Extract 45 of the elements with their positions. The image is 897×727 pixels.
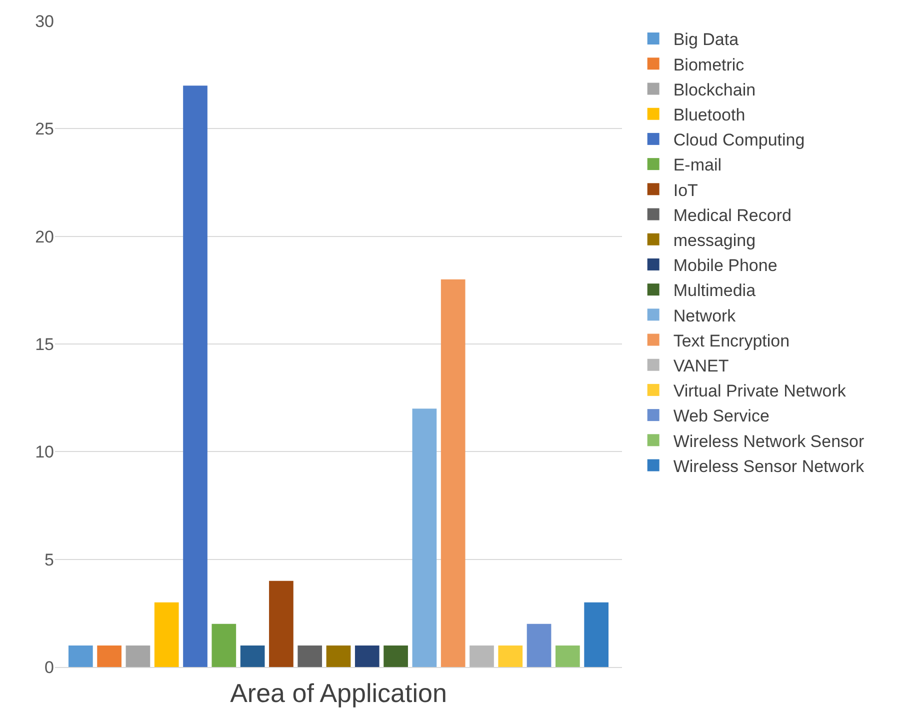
bar (584, 602, 609, 667)
bar (498, 645, 523, 667)
legend-label: Medical Record (673, 206, 792, 225)
bar (212, 624, 236, 667)
bar (240, 645, 265, 667)
legend-label: E-mail (673, 156, 722, 175)
bar (126, 645, 150, 667)
legend-label: Multimedia (673, 281, 756, 300)
y-tick-label: 25 (35, 120, 54, 139)
legend-label: Big Data (673, 30, 740, 50)
legend-label: Biometric (673, 55, 745, 74)
bar (269, 580, 294, 667)
legend-label: Mobile Phone (673, 256, 778, 276)
x-axis-title: Area of Application (230, 678, 447, 708)
legend-label: Web Service (673, 406, 770, 426)
y-tick-label: 10 (35, 442, 54, 462)
legend-label: Text Encryption (673, 331, 790, 350)
bar (556, 645, 580, 667)
bar (68, 645, 93, 667)
legend-label: Network (673, 306, 736, 326)
bar (298, 645, 322, 667)
y-tick-label: 20 (35, 227, 54, 246)
bar (183, 86, 208, 667)
legend-label: Bluetooth (673, 105, 746, 124)
bar (526, 624, 552, 667)
legend-label: Blockchain (673, 80, 756, 100)
y-tick-label: 5 (44, 550, 54, 570)
bar (440, 279, 466, 667)
legend-label: VANET (673, 356, 729, 376)
legend-label: Virtual Private Network (673, 382, 846, 401)
y-tick-label: 0 (44, 658, 54, 677)
legend-label: Wireless Network Sensor (673, 432, 865, 451)
y-tick-label: 15 (35, 334, 54, 354)
bar (326, 645, 351, 667)
bar (354, 645, 380, 667)
legend-label: Cloud Computing (673, 130, 805, 150)
bar (470, 645, 494, 667)
bar (412, 408, 437, 667)
bar (97, 645, 122, 667)
legend-label: messaging (673, 230, 756, 250)
legend-label: Wireless Sensor Network (673, 456, 865, 476)
y-tick-label: 30 (35, 12, 54, 31)
bar (384, 645, 408, 667)
bar (154, 602, 179, 667)
legend-label: IoT (673, 180, 698, 200)
